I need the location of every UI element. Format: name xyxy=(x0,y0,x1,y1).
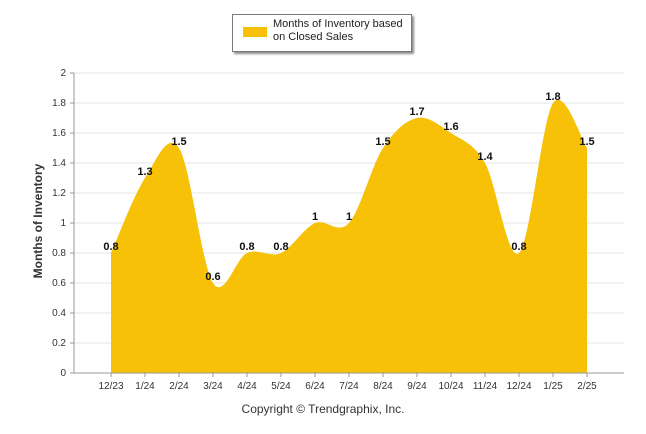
data-label: 1.8 xyxy=(545,91,560,103)
data-label: 1.6 xyxy=(443,121,458,133)
x-tick-label: 1/25 xyxy=(543,381,563,392)
data-label: 0.8 xyxy=(511,241,526,253)
y-tick-label: 1 xyxy=(60,218,66,229)
x-tick-label: 10/24 xyxy=(438,381,463,392)
x-tick-label: 2/25 xyxy=(577,381,597,392)
x-tick-label: 11/24 xyxy=(473,381,498,392)
legend-label: Months of Inventory based on Closed Sale… xyxy=(273,18,403,43)
data-label: 1.3 xyxy=(137,166,152,178)
area-fill xyxy=(111,99,587,373)
x-tick-label: 8/24 xyxy=(373,381,393,392)
x-tick-label: 9/24 xyxy=(407,381,427,392)
y-tick-label: 0.2 xyxy=(52,338,66,349)
y-tick-label: 1.8 xyxy=(52,98,66,109)
data-label: 1.5 xyxy=(579,136,594,148)
x-tick-label: 12/24 xyxy=(506,381,531,392)
y-tick-label: 0.8 xyxy=(52,248,66,259)
y-axis-label: Months of Inventory xyxy=(31,163,45,279)
data-label: 0.8 xyxy=(273,241,288,253)
data-label: 1.4 xyxy=(477,151,493,163)
y-tick-label: 1.6 xyxy=(52,128,66,139)
y-tick-label: 1.4 xyxy=(52,158,66,169)
data-label: 1 xyxy=(346,211,352,223)
data-labels: 0.8 1.3 1.5 0.6 0.8 0.8 1 1 1.5 1.7 1.6 1.4 0.8 1.8 1.… xyxy=(103,91,594,283)
legend: Months of Inventory based on Closed Sale… xyxy=(232,14,412,52)
copyright-footer: Copyright © Trendgraphix, Inc. xyxy=(241,402,405,416)
x-tick-label: 4/24 xyxy=(237,381,257,392)
x-tick-label: 3/24 xyxy=(203,381,223,392)
x-axis-ticks: 12/23 1/24 2/24 3/24 4/24 5/24 6/24 7/24 8/24 9/2… xyxy=(98,373,597,392)
data-label: 0.8 xyxy=(103,241,118,253)
data-label: 1.5 xyxy=(375,136,390,148)
y-tick-label: 0.4 xyxy=(52,308,66,319)
x-tick-label: 6/24 xyxy=(305,381,325,392)
y-tick-label: 1.2 xyxy=(52,188,66,199)
x-tick-label: 12/23 xyxy=(98,381,123,392)
x-tick-label: 7/24 xyxy=(339,381,359,392)
data-label: 0.6 xyxy=(205,271,220,283)
x-tick-label: 2/24 xyxy=(169,381,189,392)
data-label: 1 xyxy=(312,211,318,223)
y-tick-label: 0.6 xyxy=(52,278,66,289)
y-tick-label: 2 xyxy=(60,68,66,79)
y-tick-label: 0 xyxy=(60,368,66,379)
data-label: 0.8 xyxy=(239,241,254,253)
data-label: 1.5 xyxy=(171,136,186,148)
x-tick-label: 1/24 xyxy=(135,381,155,392)
legend-swatch xyxy=(243,27,267,37)
y-axis-ticks: 0 0.2 0.4 0.6 0.8 1 1.2 1.4 1.6 1.8 2 xyxy=(52,68,74,379)
data-label: 1.7 xyxy=(409,106,424,118)
x-tick-label: 5/24 xyxy=(271,381,291,392)
area-series xyxy=(111,99,587,373)
